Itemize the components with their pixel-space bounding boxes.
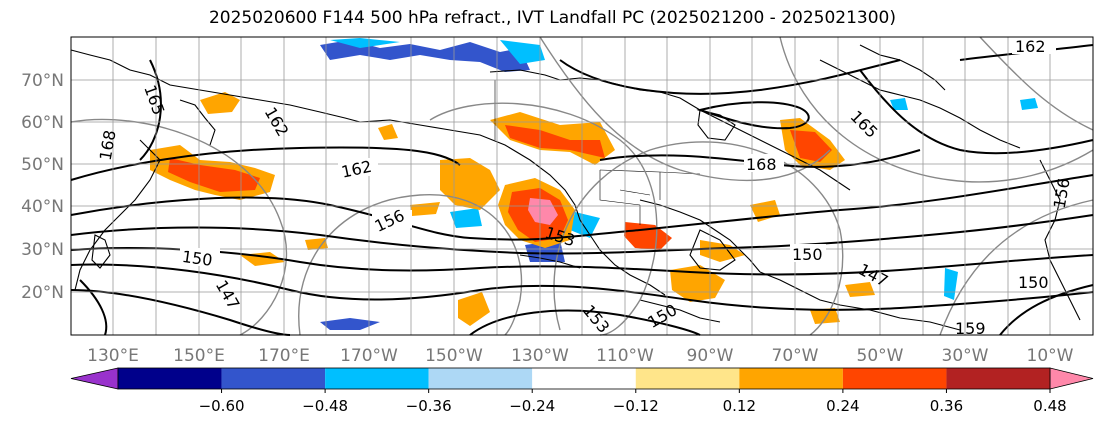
colorbar-tick-label: 0.24: [826, 397, 859, 415]
colorbar-tick-label: 0.48: [1033, 397, 1066, 415]
contour-label: 150: [1018, 273, 1049, 292]
lon-label: 130°E: [87, 346, 139, 366]
lon-label: 150°W: [425, 346, 483, 366]
longitude-labels: 130°E 150°E 170°E 170°W 150°W 130°W 110°…: [87, 346, 1074, 366]
contour-labels: 162 165 168 162 156 153 150 147 150 147 …: [96, 36, 1074, 338]
negative-shading: [320, 38, 1038, 330]
contour-label: 150: [792, 245, 823, 264]
lat-label: 40°N: [21, 197, 64, 217]
lon-label: 70°W: [772, 346, 819, 366]
colorbar-tick-label: −0.12: [613, 397, 659, 415]
colorbar-outline: [117, 367, 1051, 390]
map-panel: 162 165 168 162 156 153 150 147 150 147 …: [70, 36, 1094, 338]
colorbar: −0.60 −0.48 −0.36 −0.24 −0.12 0.12 0.24 0.36 0.4…: [70, 367, 1094, 415]
colorbar-tick-label: −0.60: [199, 397, 245, 415]
latitude-labels: 70°N 60°N 50°N 40°N 30°N 20°N: [21, 71, 64, 303]
colorbar-segment: [635, 368, 740, 389]
graticule: [71, 37, 1093, 335]
lon-label: 90°W: [687, 346, 734, 366]
lon-label: 50°W: [857, 346, 904, 366]
lon-label: 170°E: [258, 346, 310, 366]
lon-label: 30°W: [942, 346, 989, 366]
lat-label: 50°N: [21, 155, 64, 175]
lon-label: 10°W: [1027, 346, 1074, 366]
lon-label: 110°W: [596, 346, 654, 366]
colorbar-segment: [739, 368, 843, 389]
lat-label: 70°N: [21, 71, 64, 91]
map-title: 2025020600 F144 500 hPa refract., IVT La…: [208, 8, 896, 28]
colorbar-segment: [325, 368, 429, 389]
contour-label: 162: [1015, 37, 1046, 56]
contour-lines: [70, 44, 1094, 336]
lat-label: 60°N: [21, 113, 64, 133]
lon-label: 130°W: [511, 346, 569, 366]
lat-label: 20°N: [21, 283, 64, 303]
colorbar-tick-label: −0.48: [302, 397, 348, 415]
positive-shading: [150, 92, 875, 326]
colorbar-tick-label: −0.24: [509, 397, 555, 415]
lat-label: 30°N: [21, 240, 64, 260]
colorbar-tick-label: 0.36: [930, 397, 963, 415]
colorbar-arrow-low: [70, 367, 119, 390]
colorbar-segment: [946, 368, 1050, 389]
lon-label: 170°W: [340, 346, 398, 366]
colorbar-segment: [532, 368, 636, 389]
colorbar-arrow-high: [1049, 367, 1094, 390]
contour-label: 168: [746, 155, 777, 174]
colorbar-segment: [221, 368, 326, 389]
colorbar-tick-label: 0.12: [723, 397, 756, 415]
colorbar-segment: [842, 368, 947, 389]
colorbar-segment: [428, 368, 533, 389]
lon-label: 150°E: [173, 346, 225, 366]
contour-label: 150: [181, 247, 214, 270]
contour-label: 159: [955, 319, 986, 338]
map-border: [70, 36, 1094, 336]
colorbar-segment: [118, 368, 222, 389]
colorbar-tick-label: −0.36: [406, 397, 452, 415]
